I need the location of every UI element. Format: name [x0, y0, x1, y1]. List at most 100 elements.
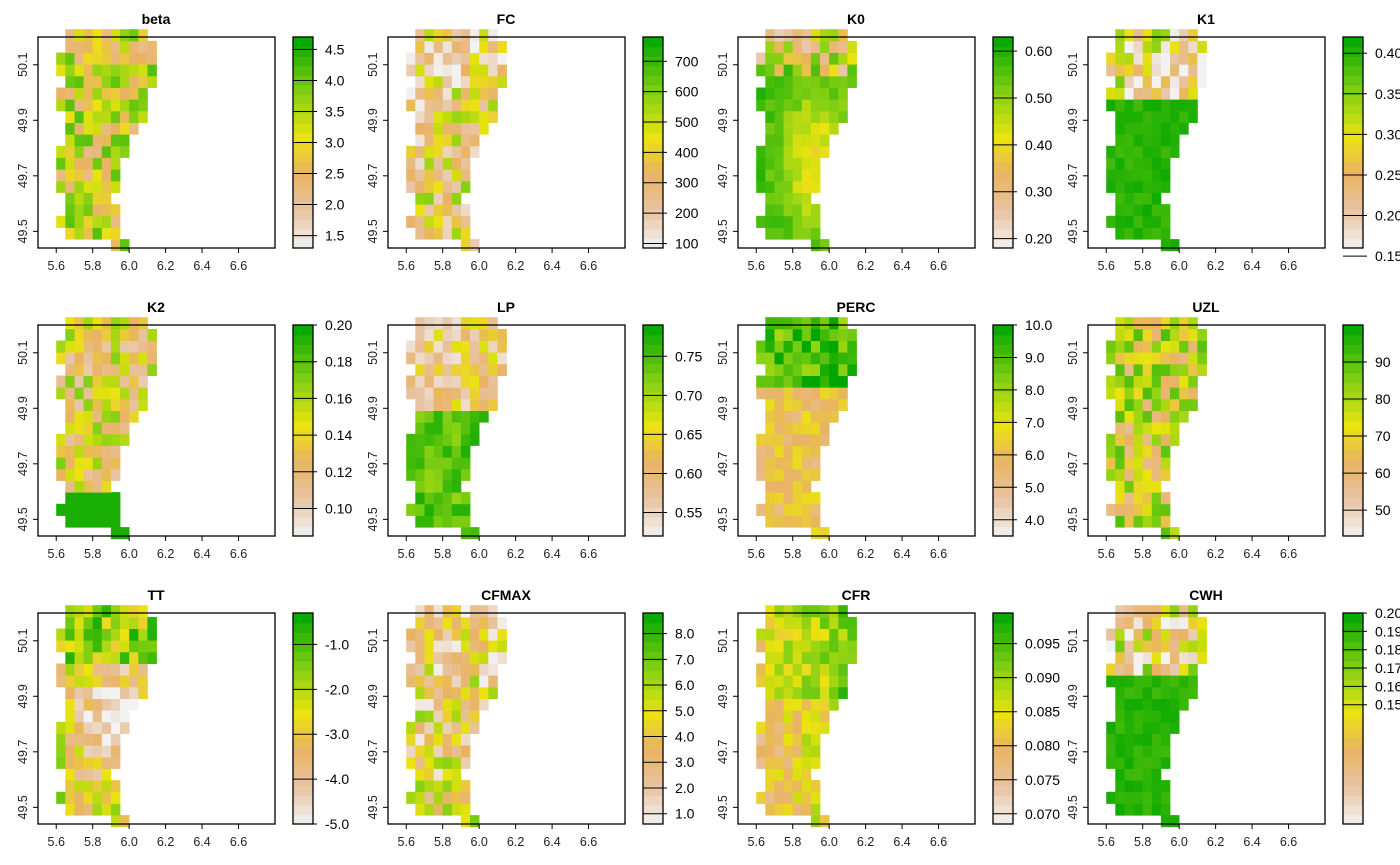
raster-cell	[765, 398, 775, 411]
raster-cell	[765, 352, 775, 365]
raster-cell	[415, 99, 425, 112]
raster-cell	[138, 686, 148, 699]
raster-cell	[83, 157, 94, 170]
raster-cell	[460, 756, 471, 769]
raster-cell	[1170, 422, 1180, 435]
legend-color-segment	[993, 392, 1013, 403]
raster-cell	[83, 352, 94, 365]
raster-cell	[138, 64, 148, 77]
raster-cell	[92, 204, 103, 217]
legend-color-segment	[293, 65, 313, 76]
raster-cell	[1188, 628, 1198, 641]
y-tick-label: 49.5	[716, 795, 730, 819]
legend-tick-label: 0.60	[1025, 43, 1052, 59]
raster-cell	[433, 75, 444, 88]
raster-cell	[756, 745, 766, 758]
raster-cell	[1151, 803, 1162, 816]
raster-cell	[1142, 616, 1153, 629]
raster-cell	[1179, 387, 1189, 400]
raster-cell	[801, 99, 812, 112]
raster-cell	[65, 87, 75, 100]
legend-color-segment	[1343, 737, 1363, 748]
raster-cell	[120, 145, 130, 158]
raster-cell	[756, 87, 766, 100]
raster-cell	[451, 721, 462, 734]
raster-cell	[1160, 40, 1171, 53]
raster-cell	[810, 445, 821, 458]
raster-cell	[1179, 122, 1189, 135]
raster-cell	[801, 64, 812, 77]
raster-cell	[783, 698, 794, 711]
raster-cell	[92, 328, 103, 341]
legend-color-segment	[993, 152, 1013, 163]
raster-cell	[451, 710, 462, 723]
raster-cell	[783, 204, 794, 217]
legend-color-segment	[293, 507, 313, 518]
raster-cell	[792, 64, 803, 77]
raster-cell	[801, 340, 812, 353]
legend-color-segment	[993, 65, 1013, 76]
legend-color-segment	[1343, 75, 1363, 86]
raster-cell	[442, 110, 453, 123]
raster-cell	[801, 733, 812, 746]
raster-cell	[765, 387, 775, 400]
raster-cell	[92, 87, 103, 100]
raster-cell	[829, 29, 839, 42]
raster-cell	[1124, 110, 1134, 123]
raster-cell	[1106, 503, 1116, 516]
raster-cell	[74, 675, 84, 688]
raster-cell	[1160, 780, 1171, 793]
raster-cell	[1115, 721, 1125, 734]
legend-color-segment	[643, 622, 663, 633]
raster-cell	[442, 628, 453, 641]
legend-color-segment	[1343, 152, 1363, 163]
x-tick-label: 5.8	[84, 547, 101, 561]
raster-cell	[810, 605, 821, 618]
raster-cell	[820, 64, 830, 77]
x-tick-label: 6.2	[157, 835, 174, 849]
y-tick-label: 49.5	[366, 795, 380, 819]
raster-cell	[83, 387, 94, 400]
raster-cell	[433, 698, 444, 711]
raster-cell	[1188, 686, 1198, 699]
raster-cell	[83, 110, 94, 123]
legend-color-segment	[293, 373, 313, 384]
raster-cell	[101, 492, 112, 505]
legend-tick-label: 90	[1375, 354, 1391, 370]
x-tick-label: 6.6	[580, 547, 597, 561]
raster-cell	[774, 75, 784, 88]
raster-cell	[424, 227, 434, 240]
raster-cell	[83, 87, 94, 100]
y-tick-label: 49.9	[1066, 684, 1080, 708]
legend-color-segment	[993, 411, 1013, 422]
raster-cell	[1160, 803, 1171, 816]
raster-cell	[1179, 75, 1189, 88]
legend-color-segment	[1343, 382, 1363, 393]
raster-cell	[83, 180, 94, 193]
raster-cell	[1160, 375, 1171, 388]
raster-cell	[83, 503, 94, 516]
raster-cell	[801, 698, 812, 711]
legend-color-segment	[293, 132, 313, 143]
raster-cell	[74, 780, 84, 793]
raster-cell	[470, 64, 480, 77]
raster-cell	[1179, 328, 1189, 341]
raster-cell	[765, 122, 775, 135]
raster-cell	[433, 204, 444, 217]
raster-cell	[497, 40, 507, 53]
raster-cell	[424, 52, 434, 65]
legend-color-segment	[1343, 613, 1363, 624]
raster-cell	[1142, 398, 1153, 411]
raster-cell	[110, 169, 121, 182]
raster-cell	[1160, 87, 1171, 100]
raster-cell	[1151, 75, 1162, 88]
x-tick-label: 5.6	[48, 547, 65, 561]
legend-color-segment	[293, 708, 313, 719]
raster-cell	[801, 328, 812, 341]
raster-cell	[110, 468, 121, 481]
raster-cell	[83, 468, 94, 481]
raster-cell	[792, 52, 803, 65]
raster-cell	[1160, 317, 1171, 330]
raster-cell	[479, 110, 489, 123]
raster-cell	[129, 698, 139, 711]
